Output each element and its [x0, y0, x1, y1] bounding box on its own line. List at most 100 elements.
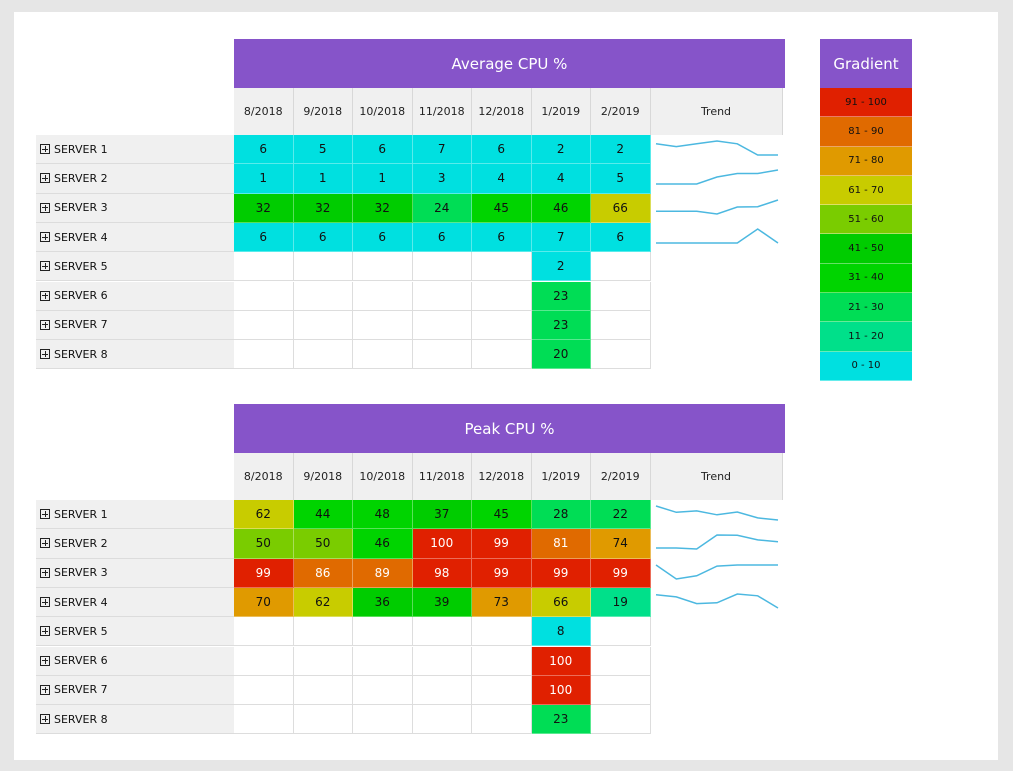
heatmap-cell: 6 — [412, 222, 472, 253]
server-row-label[interactable]: SERVER 4 — [36, 222, 234, 253]
heatmap-cell — [412, 310, 472, 341]
trend-sparkline — [655, 505, 778, 521]
expand-plus-icon[interactable] — [40, 684, 50, 695]
heatmap-cell: 6 — [353, 135, 413, 165]
heatmap-cell — [234, 252, 294, 282]
legend-band: 71 - 80 — [820, 146, 912, 176]
heatmap-cell: 32 — [293, 193, 353, 223]
expand-plus-icon[interactable] — [40, 290, 50, 301]
expand-plus-icon[interactable] — [40, 144, 50, 155]
heatmap-cell: 32 — [234, 193, 294, 223]
heatmap-cell: 23 — [531, 310, 591, 341]
legend-items: 91 - 100 81 - 90 71 - 80 61 - 70 51 - 60 41 -… — [820, 88, 912, 381]
expand-plus-icon[interactable] — [40, 232, 50, 243]
server-row-label[interactable]: SERVER 2 — [36, 529, 234, 559]
heatmap-cell: 44 — [293, 500, 353, 530]
server-row-label[interactable]: SERVER 6 — [36, 646, 234, 676]
column-header: 9/2018 — [293, 88, 353, 135]
legend-band: 21 - 30 — [820, 293, 912, 323]
heatmap-cell — [412, 705, 472, 735]
trend-sparkline — [655, 593, 778, 609]
server-row-label[interactable]: SERVER 1 — [36, 135, 234, 165]
server-row-label[interactable]: SERVER 2 — [36, 164, 234, 194]
heatmap-cell: 45 — [472, 193, 532, 223]
server-name: SERVER 5 — [54, 624, 108, 638]
heatmap-cell: 2 — [531, 135, 591, 165]
heatmap-cell: 23 — [531, 281, 591, 311]
heatmap-cell: 7 — [531, 222, 591, 253]
server-row-label[interactable]: SERVER 5 — [36, 617, 234, 647]
trend-line — [655, 563, 778, 580]
heatmap-cell: 23 — [531, 705, 591, 735]
heatmap-cell — [472, 646, 532, 676]
heatmap-cell — [412, 617, 472, 647]
heatmap-cell — [591, 617, 651, 647]
heatmap-cell — [293, 340, 353, 370]
trend-header: Trend — [650, 88, 783, 135]
heatmap-cell: 100 — [531, 646, 591, 676]
server-name: SERVER 6 — [54, 654, 108, 668]
heatmap-cell: 36 — [353, 587, 413, 618]
heatmap-cell — [412, 340, 472, 370]
server-name: SERVER 4 — [54, 595, 108, 609]
expand-plus-icon[interactable] — [40, 509, 50, 520]
trend-line — [655, 593, 778, 609]
heatmap-cell — [472, 675, 532, 706]
trend-line — [655, 169, 778, 186]
column-header: 10/2018 — [353, 453, 413, 500]
server-row-label[interactable]: SERVER 8 — [36, 340, 234, 370]
heatmap-cell: 32 — [353, 193, 413, 223]
legend-band: 11 - 20 — [820, 322, 912, 352]
expand-plus-icon[interactable] — [40, 261, 50, 272]
heatmap-cell: 99 — [472, 558, 532, 588]
server-row-label[interactable]: SERVER 7 — [36, 675, 234, 706]
column-header: 1/2019 — [531, 88, 591, 135]
heatmap-cell — [353, 340, 413, 370]
legend-band: 81 - 90 — [820, 117, 912, 147]
heatmap-cell: 45 — [472, 500, 532, 530]
heatmap-cell — [591, 675, 651, 706]
expand-plus-icon[interactable] — [40, 655, 50, 666]
column-header: 2/2019 — [591, 453, 651, 500]
expand-plus-icon[interactable] — [40, 202, 50, 213]
trend-line — [655, 198, 778, 215]
server-name: SERVER 8 — [54, 712, 108, 726]
heatmap-cell — [234, 281, 294, 311]
heatmap-cell: 89 — [353, 558, 413, 588]
server-name: SERVER 7 — [54, 683, 108, 697]
heatmap-cell — [293, 705, 353, 735]
server-row-label[interactable]: SERVER 5 — [36, 252, 234, 282]
heatmap-cell: 39 — [412, 587, 472, 618]
expand-plus-icon[interactable] — [40, 173, 50, 184]
heatmap-cell — [591, 646, 651, 676]
expand-plus-icon[interactable] — [40, 714, 50, 725]
heatmap-cell: 22 — [591, 500, 651, 530]
expand-plus-icon[interactable] — [40, 349, 50, 360]
expand-plus-icon[interactable] — [40, 626, 50, 637]
heatmap-cell: 20 — [531, 340, 591, 370]
expand-plus-icon[interactable] — [40, 567, 50, 578]
server-row-label[interactable]: SERVER 8 — [36, 705, 234, 735]
server-name: SERVER 4 — [54, 230, 108, 244]
trend-line — [655, 227, 778, 244]
trend-line — [655, 140, 778, 156]
server-name: SERVER 7 — [54, 318, 108, 332]
heatmap-cell: 98 — [412, 558, 472, 588]
heatmap-cell: 66 — [531, 587, 591, 618]
heatmap-cell: 100 — [531, 675, 591, 706]
heatmap-cell — [293, 646, 353, 676]
expand-plus-icon[interactable] — [40, 597, 50, 608]
server-row-label[interactable]: SERVER 4 — [36, 587, 234, 618]
server-row-label[interactable]: SERVER 3 — [36, 558, 234, 588]
expand-plus-icon[interactable] — [40, 538, 50, 549]
server-row-label[interactable]: SERVER 7 — [36, 310, 234, 341]
expand-plus-icon[interactable] — [40, 319, 50, 330]
server-row-label[interactable]: SERVER 3 — [36, 193, 234, 223]
server-row-label[interactable]: SERVER 1 — [36, 500, 234, 530]
heatmap-cell — [472, 310, 532, 341]
heatmap-cell: 1 — [353, 164, 413, 194]
heatmap-cell: 62 — [293, 587, 353, 618]
heatmap-cell: 100 — [412, 529, 472, 559]
heatmap-cell: 74 — [591, 529, 651, 559]
server-row-label[interactable]: SERVER 6 — [36, 281, 234, 311]
